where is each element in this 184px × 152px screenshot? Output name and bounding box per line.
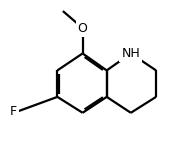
Text: F: F	[10, 105, 17, 118]
Text: O: O	[78, 22, 88, 35]
Text: NH: NH	[121, 47, 140, 60]
